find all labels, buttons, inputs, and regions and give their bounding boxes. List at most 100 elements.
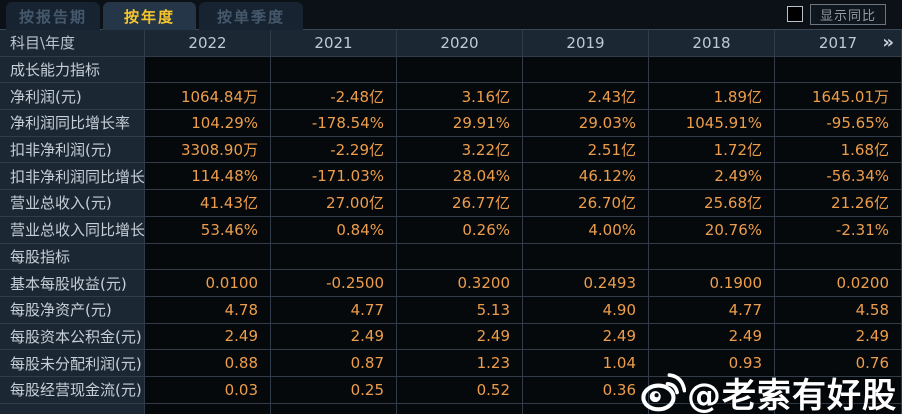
value-cell: 0.87: [271, 350, 397, 377]
value-cell: -2.48亿: [271, 83, 397, 111]
value-cell: 1045.91%: [649, 110, 775, 137]
value-cell: 2.51亿: [523, 136, 649, 164]
show-yoy-label: 显示同比: [819, 9, 876, 24]
value-cell: 0.0100: [145, 270, 271, 297]
value-cell: -178.54%: [271, 110, 397, 137]
value-cell: [145, 56, 271, 84]
value-cell: 1.04: [523, 350, 649, 377]
row-label-cell[interactable]: 每股经营现金流(元): [0, 376, 145, 404]
value-cell: 1.23: [397, 350, 523, 377]
row-label-cell[interactable]: 每股净资产(元): [0, 296, 145, 324]
value-cell: [145, 403, 271, 414]
value-cell: 2.43亿: [523, 83, 649, 111]
table-corner-header: 科目\年度: [0, 30, 145, 57]
value-cell: 0.25: [271, 376, 397, 404]
row-label-cell[interactable]: 营业总收入(元): [0, 190, 145, 217]
value-cell: [271, 403, 397, 414]
year-header-label: 2017: [818, 33, 858, 52]
row-label-cell[interactable]: 基本每股收益(元): [0, 270, 145, 297]
more-years-icon[interactable]: »: [882, 31, 894, 53]
value-cell: 1645.01万: [775, 83, 902, 111]
value-cell: 114.48%: [145, 163, 271, 191]
year-header: 2019: [523, 30, 649, 57]
value-cell: 4.77: [271, 296, 397, 324]
row-label-cell[interactable]: 净利润同比增长率: [0, 110, 145, 137]
value-cell: 0.93: [649, 350, 775, 377]
year-header-label: 2020: [440, 33, 479, 52]
value-cell: [397, 56, 523, 84]
section-header-cell: 成长能力指标: [0, 56, 145, 84]
value-cell: 0.76: [775, 350, 902, 377]
value-cell: 5.13: [397, 296, 523, 324]
value-cell: [775, 243, 902, 271]
value-cell: [775, 56, 902, 84]
value-cell: 0.2493: [523, 270, 649, 297]
value-cell: [145, 243, 271, 271]
value-cell: [397, 403, 523, 414]
value-cell: -95.65%: [775, 110, 902, 137]
value-cell: 1064.84万: [145, 83, 271, 111]
year-header-label: 2018: [692, 33, 731, 52]
value-cell: [523, 56, 649, 84]
value-cell: 4.90: [523, 296, 649, 324]
value-cell: 2.49: [271, 323, 397, 351]
value-cell: 1.72亿: [649, 136, 775, 164]
value-cell: [649, 243, 775, 271]
row-label-cell[interactable]: 每股未分配利润(元): [0, 350, 145, 377]
tab-single-quarter[interactable]: 按单季度: [199, 2, 303, 30]
value-cell: 27.00亿: [271, 190, 397, 217]
show-yoy-checkbox[interactable]: [787, 6, 803, 22]
value-cell: -171.03%: [271, 163, 397, 191]
tab-label: 按报告期: [18, 7, 87, 26]
value-cell: 2.49%: [649, 163, 775, 191]
financial-table: 科目\年度 2022 2021 2020 2019 2018 2017 » 成长能力指标 净利润(…: [0, 30, 902, 414]
year-header-label: 2019: [566, 33, 605, 52]
row-label-cell[interactable]: 扣非净利润(元): [0, 136, 145, 164]
year-header: 2018: [649, 30, 775, 57]
value-cell: 1.89亿: [649, 83, 775, 111]
row-label-cell[interactable]: 每股资本公积金(元): [0, 323, 145, 351]
value-cell: 3.22亿: [397, 136, 523, 164]
tab-label: 按年度: [123, 7, 175, 26]
value-cell: 41.43亿: [145, 190, 271, 217]
row-label-cell[interactable]: 净利润(元): [0, 83, 145, 111]
row-label-cell: [0, 403, 145, 414]
value-cell: 0.0200: [775, 270, 902, 297]
value-cell: 20.76%: [649, 216, 775, 244]
value-cell: [775, 376, 902, 404]
year-header-label: 2022: [188, 33, 227, 52]
value-cell: [649, 376, 775, 404]
value-cell: [397, 243, 523, 271]
value-cell: [649, 56, 775, 84]
show-yoy-button[interactable]: 显示同比: [810, 4, 886, 25]
tab-yearly[interactable]: 按年度: [103, 2, 196, 30]
value-cell: 0.1900: [649, 270, 775, 297]
value-cell: 2.49: [649, 323, 775, 351]
row-label-cell[interactable]: 营业总收入同比增长率: [0, 216, 145, 244]
value-cell: -2.31%: [775, 216, 902, 244]
value-cell: -56.34%: [775, 163, 902, 191]
value-cell: 0.36: [523, 376, 649, 404]
value-cell: 21.26亿: [775, 190, 902, 217]
period-tabbar: 按报告期 按年度 按单季度 显示同比: [0, 0, 902, 30]
year-header: 2022: [145, 30, 271, 57]
value-cell: 0.88: [145, 350, 271, 377]
value-cell: [775, 403, 902, 414]
value-cell: 2.49: [145, 323, 271, 351]
value-cell: [523, 243, 649, 271]
value-cell: 3308.90万: [145, 136, 271, 164]
value-cell: 1.68亿: [775, 136, 902, 164]
value-cell: 0.26%: [397, 216, 523, 244]
year-header: 2020: [397, 30, 523, 57]
value-cell: [271, 243, 397, 271]
value-cell: 26.70亿: [523, 190, 649, 217]
value-cell: 29.03%: [523, 110, 649, 137]
value-cell: 0.52: [397, 376, 523, 404]
value-cell: [271, 56, 397, 84]
year-header: 2021: [271, 30, 397, 57]
tab-report-period[interactable]: 按报告期: [6, 2, 100, 30]
value-cell: [649, 403, 775, 414]
row-label-cell[interactable]: 扣非净利润同比增长率: [0, 163, 145, 191]
value-cell: 29.91%: [397, 110, 523, 137]
